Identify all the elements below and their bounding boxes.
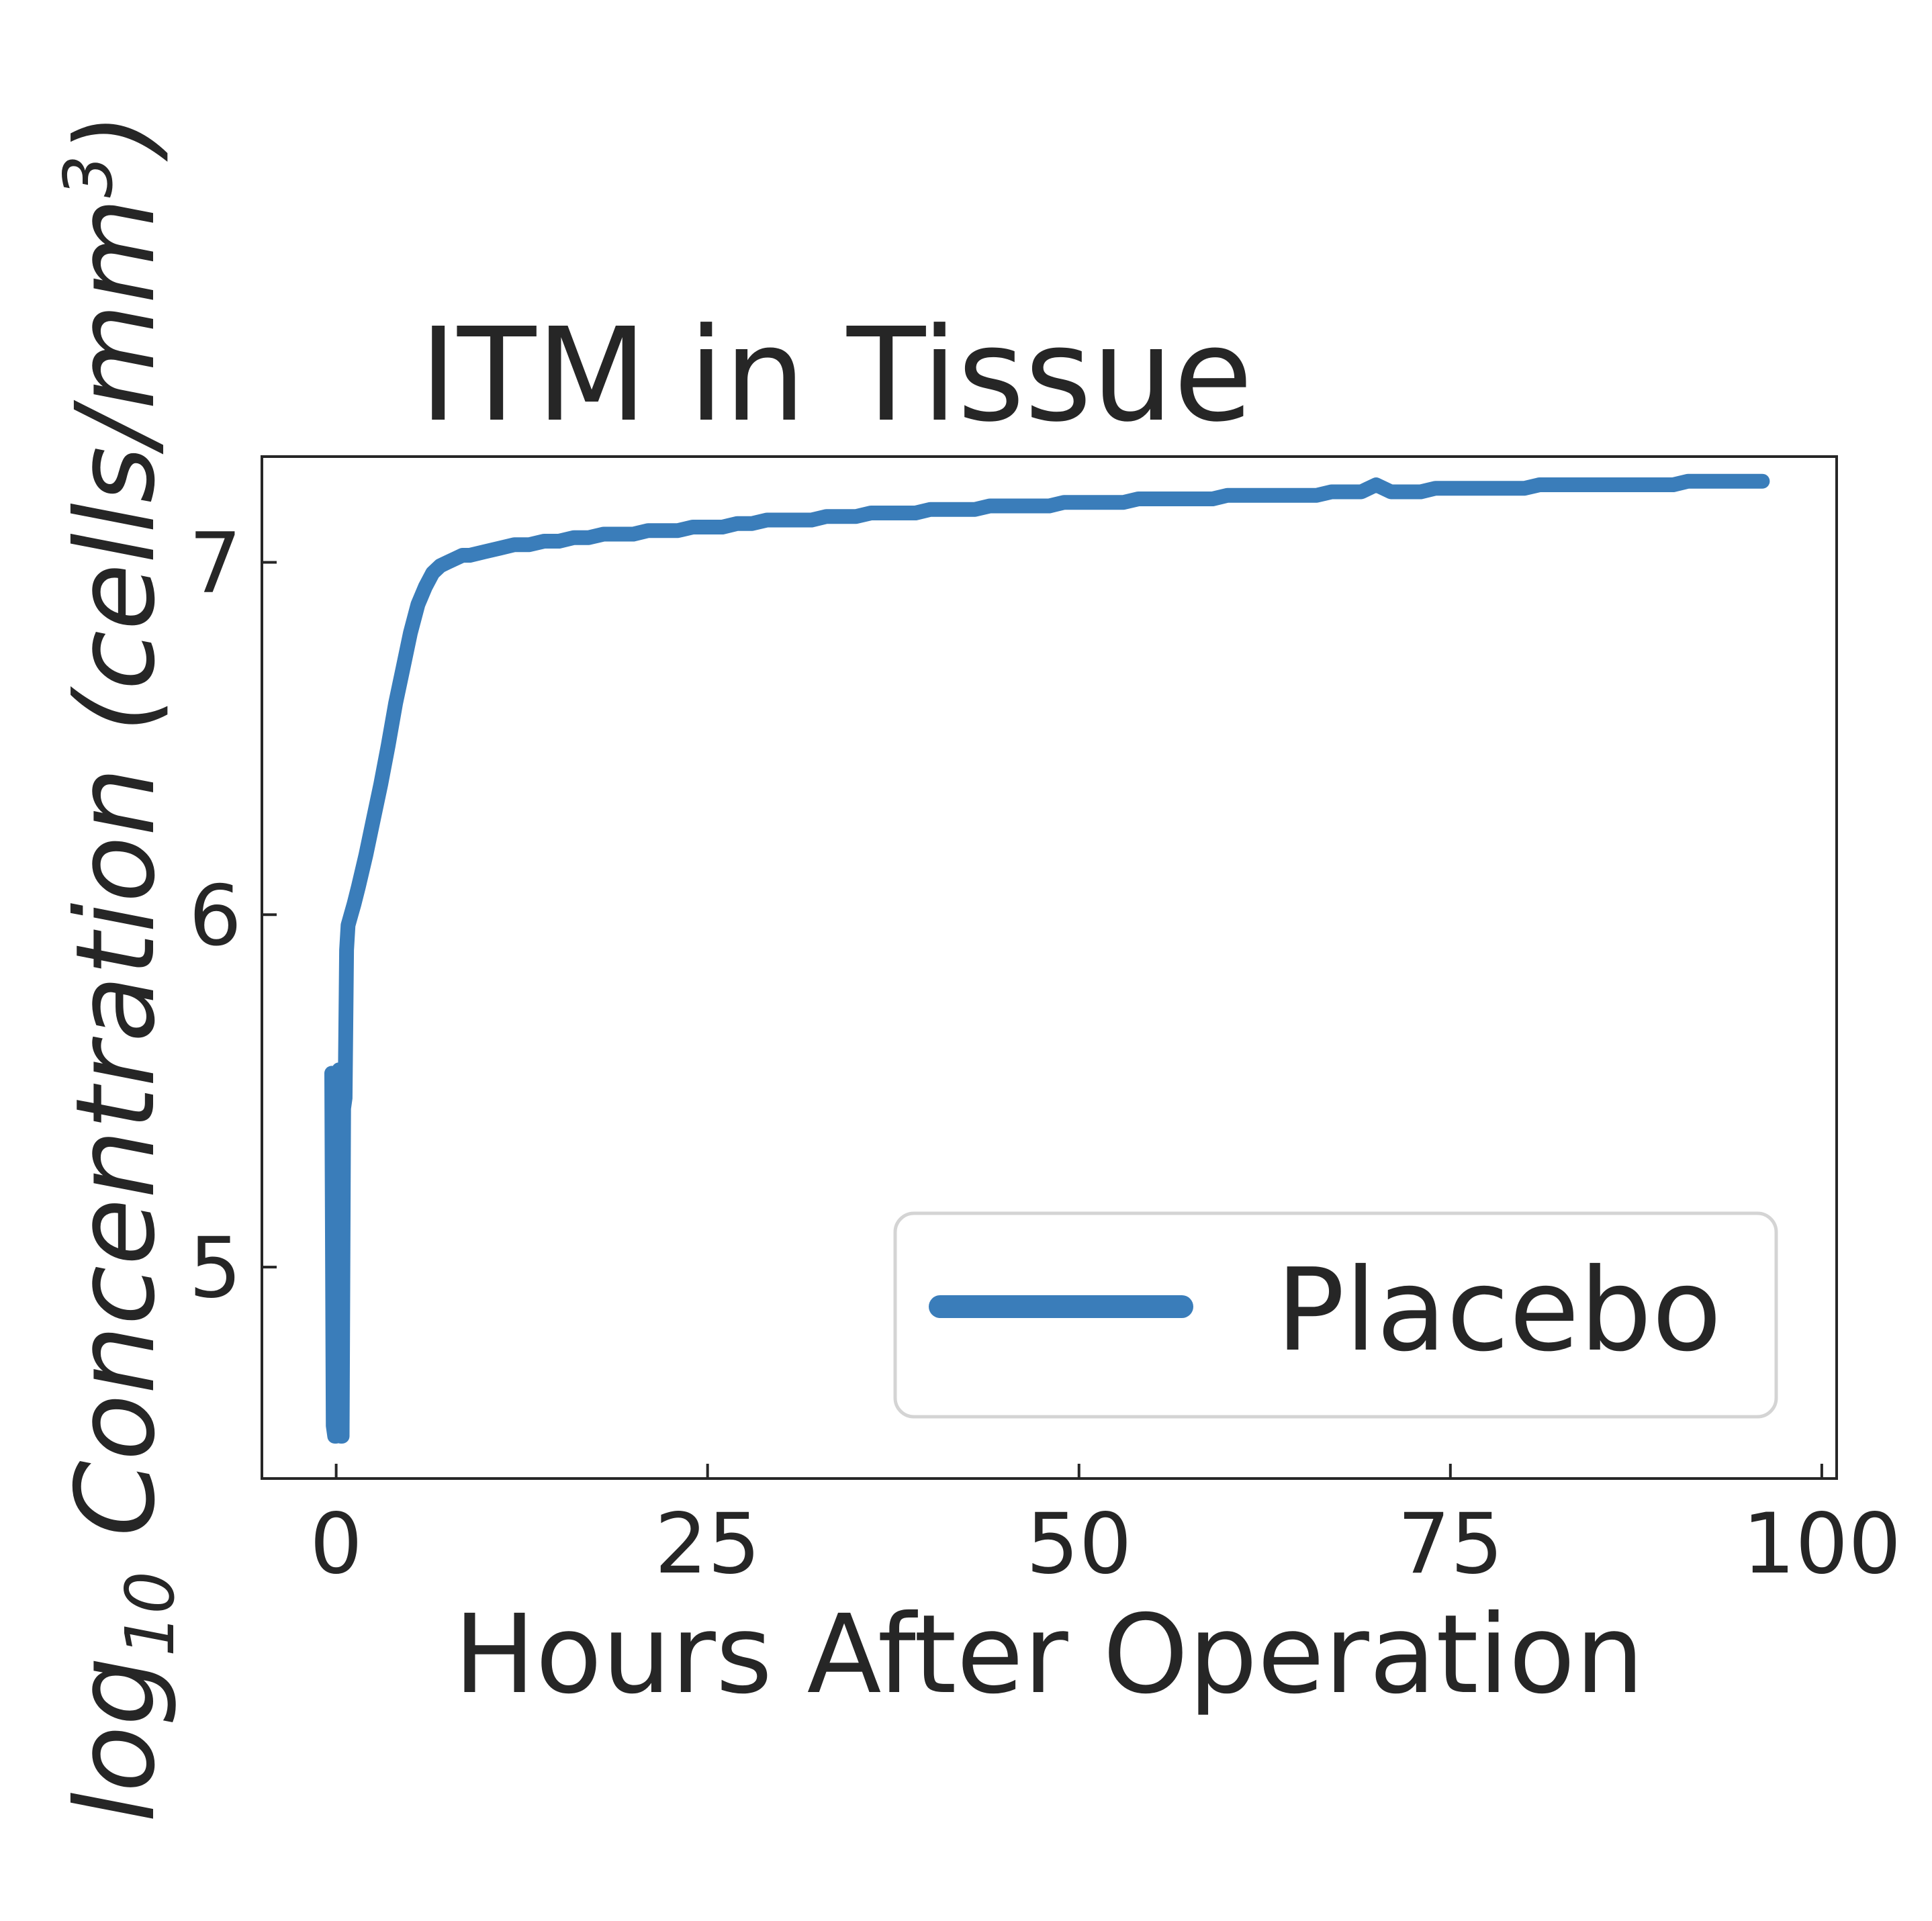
plot-area: 0 25 50 75 100 5 6 7 — [189, 455, 1901, 1593]
series-layer — [324, 473, 1770, 1444]
y-tick-label: 5 — [189, 1220, 242, 1317]
x-tick-label: 100 — [1743, 1496, 1902, 1593]
chart-title: ITM in Tissue — [419, 301, 1252, 451]
y-axis-label-prefix: log — [53, 1656, 179, 1822]
x-tick-label: 0 — [310, 1496, 363, 1593]
x-axis-label: Hours After Operation — [454, 1592, 1645, 1718]
plot-frame — [261, 455, 1838, 1480]
y-tick-label: 6 — [189, 868, 242, 964]
x-tick-label: 50 — [1026, 1496, 1132, 1593]
y-axis-label-suffix: ) — [53, 113, 179, 162]
y-axis: 5 6 7 — [189, 515, 277, 1317]
x-tick-label: 25 — [655, 1496, 761, 1593]
legend-box — [893, 1211, 1778, 1419]
x-tick-label: 75 — [1397, 1496, 1504, 1593]
y-axis-label-subscript: 10 — [111, 1571, 189, 1656]
y-axis-label-superscript: 3 — [49, 155, 128, 198]
legend-label: Placebo — [1276, 1244, 1722, 1377]
series-line-placebo — [324, 473, 1770, 1444]
y-tick-label: 7 — [189, 515, 242, 612]
legend: Placebo — [893, 1211, 1778, 1419]
x-axis: 0 25 50 75 100 — [310, 1464, 1901, 1593]
y-axis-label: log10 Concentration (cells/mm3) — [49, 113, 189, 1823]
y-axis-label-middle: Concentration (cells/mm — [53, 198, 179, 1572]
